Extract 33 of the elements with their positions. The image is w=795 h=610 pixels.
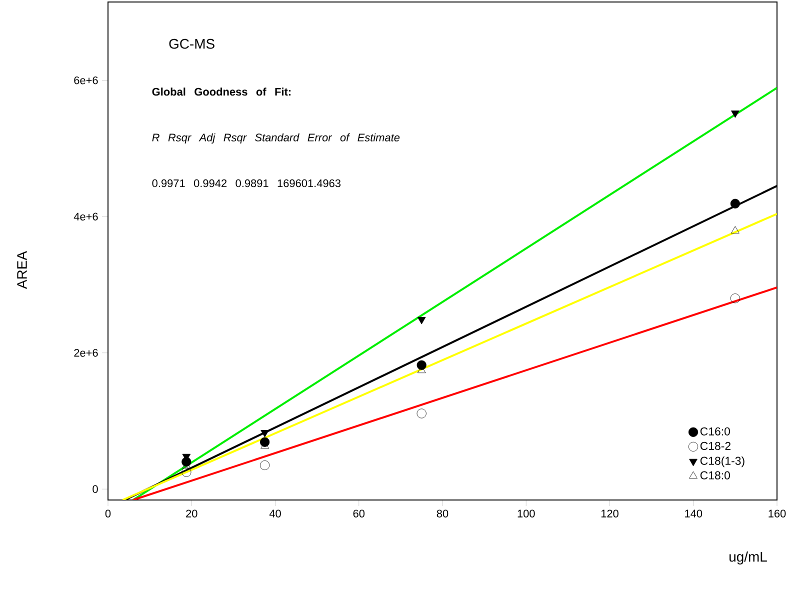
x-tick-label: 40: [269, 510, 281, 518]
legend-label: C18(1-3): [700, 456, 744, 468]
y-tick-label: 6e+6: [74, 76, 98, 84]
y-tick-label: 0: [92, 485, 98, 493]
point: [416, 408, 426, 418]
point: [417, 316, 426, 324]
point: [731, 110, 740, 118]
x-tick-label: 140: [685, 510, 702, 518]
y-tick-label: 4e+6: [74, 212, 98, 220]
y-tick-label: 2e+6: [74, 348, 98, 357]
text: GC-MS: [169, 38, 214, 49]
point: [731, 226, 740, 234]
x-tick-label: 0: [105, 510, 111, 518]
point: [260, 430, 269, 438]
legend-label: C18:0: [700, 471, 730, 480]
x-tick-label: 160: [768, 510, 786, 518]
x-axis-title: ug/mL: [730, 551, 767, 564]
point: [416, 360, 426, 370]
point: [730, 294, 740, 304]
point: [182, 467, 192, 477]
x-tick-label: 100: [518, 510, 535, 518]
x-tick-label: 80: [436, 510, 448, 518]
x-tick-label: 20: [186, 510, 198, 518]
annotation: R Rsqr Adj Rsqr Standard Error of Estimate: [152, 133, 400, 144]
point: [260, 460, 270, 470]
point: [730, 198, 740, 208]
x-tick-label: 120: [601, 510, 618, 518]
legend-label: C16:0: [700, 427, 730, 436]
x-tick-label: 60: [353, 510, 365, 518]
legend-label: C18-2: [700, 442, 730, 450]
annotation: Global Goodness of Fit:: [152, 88, 291, 96]
annotation: 0.9971 0.9942 0.9891 169601.4963: [152, 179, 341, 188]
y-axis-title: AREA: [17, 251, 27, 289]
